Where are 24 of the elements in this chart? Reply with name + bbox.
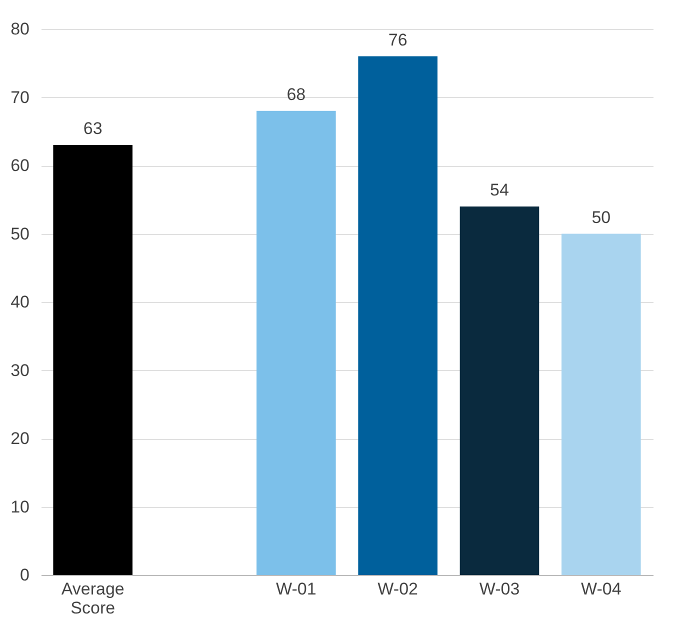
x-tick-label: W-03 [479,580,520,598]
y-tick-label: 60 [10,156,30,175]
y-tick-label: 10 [10,497,30,516]
x-tick-label: W-02 [378,580,418,598]
y-tick-label: 50 [10,224,30,244]
y-tick-label: 30 [10,360,30,380]
y-tick-label: 80 [10,20,30,38]
bar [460,206,540,575]
y-tick-label: 20 [10,429,30,448]
y-tick-label: 0 [20,566,30,584]
y-tick-label: 70 [10,88,30,107]
bar [53,145,132,575]
x-tick-label: W-04 [580,580,622,598]
data-label: 63 [83,119,102,138]
data-label: 50 [592,208,611,227]
x-tick-label: W-01 [276,580,316,598]
y-tick-label: 40 [10,292,30,312]
bar [358,56,438,575]
data-label: 76 [388,30,408,50]
x-tick-label: Average Score [61,580,124,618]
data-label: 54 [490,180,509,200]
data-label: 68 [286,84,306,104]
bar [256,110,336,575]
bar [562,234,641,575]
